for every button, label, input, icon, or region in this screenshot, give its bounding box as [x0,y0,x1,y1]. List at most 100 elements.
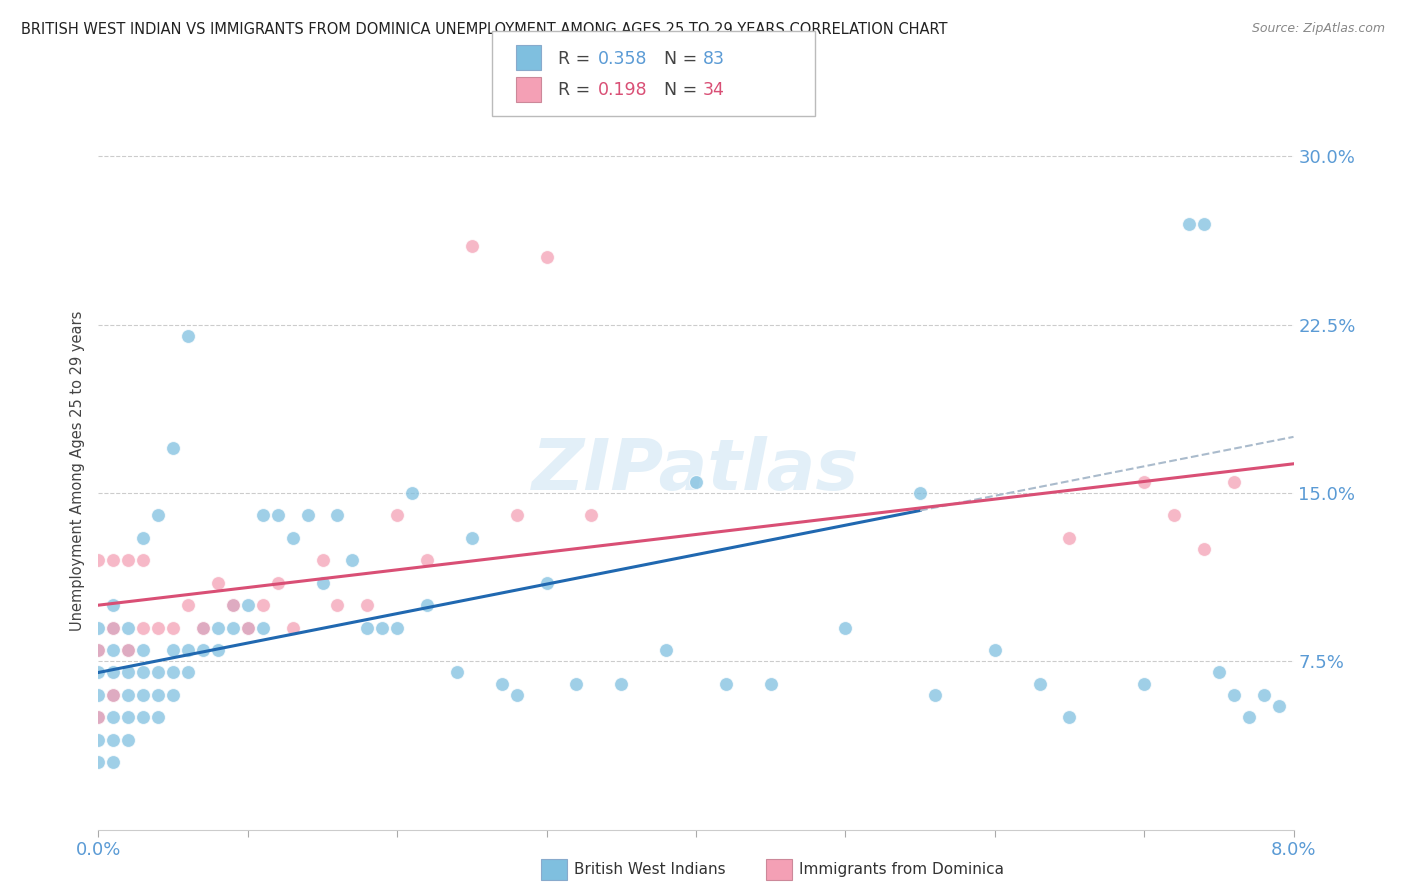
Point [1237,710,1260,724]
Point [222,621,245,635]
Point [103,688,125,702]
Point [103,756,125,770]
Text: BRITISH WEST INDIAN VS IMMIGRANTS FROM DOMINICA UNEMPLOYMENT AMONG AGES 25 TO 29: BRITISH WEST INDIAN VS IMMIGRANTS FROM D… [21,22,948,37]
Point [536,575,558,590]
Point [191,621,214,635]
Point [1059,710,1081,724]
Point [207,643,229,657]
Point [132,665,155,680]
Point [117,643,139,657]
Point [222,598,245,612]
Point [401,486,423,500]
Point [267,508,290,523]
Point [103,643,125,657]
Point [446,665,468,680]
Point [1223,688,1246,702]
Point [1133,475,1156,489]
Point [117,688,139,702]
Point [103,553,125,567]
Text: N =: N = [664,81,703,99]
Point [87,732,110,747]
Text: British West Indians: British West Indians [574,863,725,877]
Point [87,710,110,724]
Point [610,676,633,690]
Point [207,621,229,635]
Point [117,553,139,567]
Point [252,508,274,523]
Point [311,575,333,590]
Point [416,598,439,612]
Point [103,710,125,724]
Point [132,621,155,635]
Point [506,688,529,702]
Point [162,441,184,455]
Point [236,621,259,635]
Point [103,598,125,612]
Point [117,621,139,635]
Point [1267,699,1289,714]
Text: 34: 34 [703,81,725,99]
Point [1192,542,1215,557]
Point [103,688,125,702]
Point [1163,508,1185,523]
Point [148,710,170,724]
Point [87,643,110,657]
Point [132,553,155,567]
Point [759,676,782,690]
Point [834,621,856,635]
Point [87,553,110,567]
Point [191,643,214,657]
Point [103,621,125,635]
Point [252,598,274,612]
Point [87,756,110,770]
Point [461,531,484,545]
Point [132,710,155,724]
Point [132,643,155,657]
Point [342,553,364,567]
Point [536,251,558,265]
Point [87,643,110,657]
Point [191,621,214,635]
Text: 83: 83 [703,50,725,68]
Point [148,665,170,680]
Point [87,688,110,702]
Point [371,621,394,635]
Point [148,688,170,702]
Text: R =: R = [558,50,596,68]
Point [236,621,259,635]
Point [356,621,378,635]
Point [1192,217,1215,231]
Point [148,621,170,635]
Point [103,732,125,747]
Point [356,598,378,612]
Point [267,575,290,590]
Point [162,643,184,657]
Point [177,643,200,657]
Point [326,598,349,612]
Text: Immigrants from Dominica: Immigrants from Dominica [799,863,1004,877]
Point [87,621,110,635]
Point [714,676,737,690]
Point [984,643,1007,657]
Point [162,688,184,702]
Point [385,508,409,523]
Point [117,643,139,657]
Point [311,553,333,567]
Point [1208,665,1230,680]
Point [87,710,110,724]
Point [117,732,139,747]
Text: ZIPatlas: ZIPatlas [533,436,859,505]
Point [924,688,946,702]
Point [162,665,184,680]
Point [581,508,603,523]
Point [222,598,245,612]
Point [252,621,274,635]
Point [908,486,931,500]
Y-axis label: Unemployment Among Ages 25 to 29 years: Unemployment Among Ages 25 to 29 years [69,310,84,631]
Point [565,676,588,690]
Point [281,531,304,545]
Text: N =: N = [664,50,703,68]
Point [177,665,200,680]
Point [207,575,229,590]
Point [461,239,484,253]
